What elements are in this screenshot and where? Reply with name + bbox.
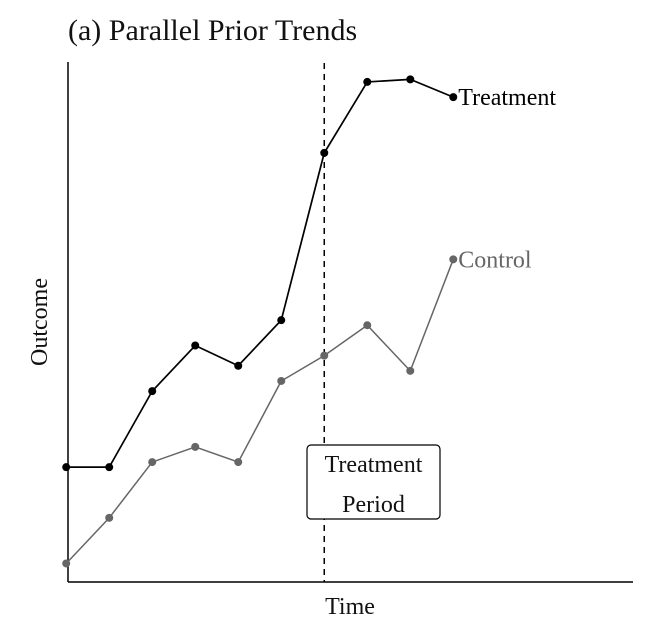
control-point-10 (449, 255, 458, 264)
treatment-point-4 (191, 341, 200, 350)
treatment-series-label: Treatment (458, 85, 556, 111)
treatment-point-2 (105, 463, 114, 472)
plot-layer: Treatment Control Treatment Period (62, 63, 556, 582)
control-point-2 (105, 513, 114, 522)
control-point-3 (148, 458, 157, 467)
control-point-1 (62, 559, 71, 568)
x-axis-label: Time (325, 594, 375, 620)
y-axis-label: Outcome (27, 278, 53, 366)
treatment-point-10 (449, 93, 458, 102)
control-point-6 (277, 376, 286, 385)
treatment-point-5 (234, 361, 243, 370)
control-point-9 (406, 366, 415, 375)
treatment-point-9 (406, 75, 415, 84)
treatment-period-label-line-2: Period (342, 492, 405, 518)
treatment-period-box (306, 444, 441, 520)
control-series-line (65, 259, 454, 564)
control-point-8 (363, 321, 372, 330)
treatment-point-1 (62, 463, 71, 472)
treatment-series-line (66, 78, 454, 468)
treatment-point-3 (148, 387, 157, 396)
treatment-point-7 (320, 148, 329, 157)
control-point-5 (234, 458, 243, 467)
treatment-point-6 (277, 316, 286, 325)
control-point-4 (191, 442, 200, 451)
control-series-label: Control (458, 247, 532, 273)
control-point-7 (320, 351, 329, 360)
chart-title: (a) Parallel Prior Trends (68, 14, 357, 47)
treatment-period-label-line-1: Treatment (325, 452, 423, 478)
treatment-point-8 (363, 77, 372, 86)
